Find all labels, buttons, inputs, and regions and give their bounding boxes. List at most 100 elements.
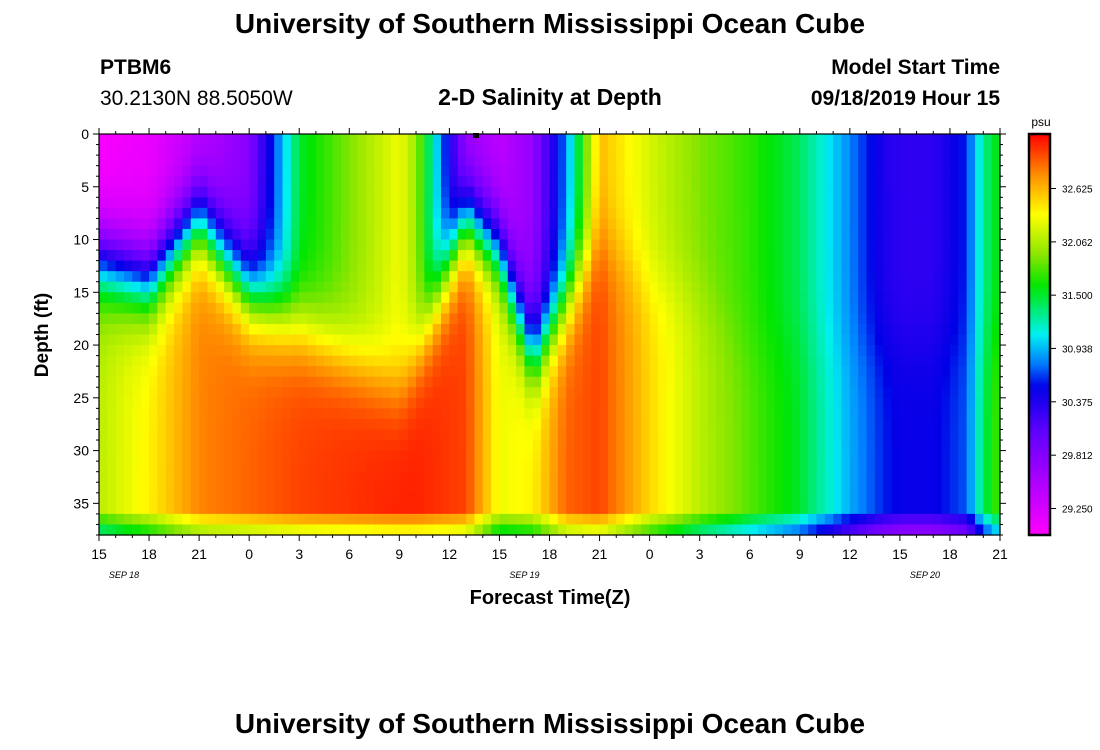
heatmap-cell [941, 323, 951, 336]
heatmap-cell [758, 450, 767, 462]
heatmap-cell [891, 355, 901, 367]
heatmap-cell [766, 323, 776, 336]
heatmap-cell [466, 302, 476, 314]
heatmap-cell [899, 513, 909, 526]
heatmap-cell [991, 366, 1001, 378]
heatmap-cell [691, 218, 701, 230]
heatmap-cell [474, 471, 484, 483]
heatmap-cell [332, 155, 342, 167]
heatmap-cell [491, 345, 501, 357]
heatmap-cell [432, 313, 442, 325]
heatmap-cell [365, 250, 375, 262]
heatmap-cell [624, 155, 634, 167]
heatmap-cell [624, 355, 634, 367]
heatmap-cell [941, 418, 951, 431]
heatmap-cell [265, 429, 275, 441]
heatmap-cell [791, 482, 801, 494]
heatmap-cell [182, 281, 192, 293]
heatmap-cell [933, 366, 943, 378]
heatmap-cell [265, 302, 275, 314]
heatmap-cell [582, 355, 592, 367]
heatmap-cell [349, 281, 359, 293]
heatmap-cell [265, 144, 275, 156]
heatmap-cell [207, 355, 217, 367]
heatmap-cell [124, 429, 133, 441]
heatmap-cell [491, 165, 501, 177]
heatmap-cell [441, 524, 450, 536]
heatmap-cell [791, 302, 801, 314]
heatmap-cell [624, 323, 634, 336]
heatmap-cell [265, 471, 275, 483]
heatmap-cell [582, 155, 592, 167]
heatmap-cell [666, 492, 676, 504]
heatmap-cell [124, 440, 133, 452]
heatmap-cell [624, 144, 634, 156]
heatmap-cell [357, 271, 367, 283]
heatmap-cell [99, 313, 108, 325]
heatmap-cell [257, 165, 267, 177]
heatmap-cell [365, 366, 375, 378]
heatmap-cell [290, 482, 300, 494]
heatmap-cell [307, 292, 317, 304]
heatmap-cell [374, 482, 384, 494]
heatmap-cell [541, 355, 551, 367]
heatmap-cell [182, 323, 192, 336]
heatmap-cell [891, 397, 901, 409]
heatmap-cell [908, 260, 918, 272]
heatmap-cell [516, 492, 526, 504]
heatmap-cell [958, 418, 968, 431]
heatmap-cell [699, 524, 709, 536]
heatmap-cell [574, 207, 584, 220]
heatmap-cell [983, 239, 993, 251]
heatmap-cell [641, 260, 651, 272]
heatmap-cell [674, 397, 684, 409]
heatmap-cell [282, 387, 292, 399]
heatmap-cell [299, 450, 309, 462]
heatmap-cell [265, 260, 275, 272]
heatmap-cell [416, 513, 425, 526]
heatmap-cell [357, 155, 367, 167]
heatmap-cell [824, 323, 834, 336]
heatmap-cell [524, 440, 534, 452]
heatmap-cell [532, 281, 542, 293]
heatmap-cell [265, 418, 275, 431]
heatmap-cell [299, 513, 309, 526]
heatmap-cell [357, 471, 367, 483]
heatmap-cell [774, 513, 784, 526]
heatmap-cell [783, 471, 793, 483]
heatmap-cell [741, 176, 751, 188]
heatmap-cell [416, 418, 425, 431]
heatmap-cell [157, 345, 167, 357]
heatmap-cell [257, 302, 267, 314]
heatmap-cell [582, 144, 592, 156]
heatmap-cell [215, 271, 225, 283]
heatmap-cell [599, 155, 609, 167]
heatmap-cell [958, 482, 968, 494]
heatmap-cell [199, 165, 209, 177]
heatmap-cell [691, 397, 701, 409]
heatmap-cell [599, 313, 609, 325]
heatmap-cell [691, 134, 701, 146]
heatmap-cell [949, 418, 959, 431]
heatmap-cell [582, 186, 592, 198]
heatmap-cell [324, 513, 334, 526]
heatmap-cell [424, 271, 434, 283]
heatmap-cell [340, 440, 350, 452]
heatmap-cell [482, 197, 492, 209]
heatmap-cell [224, 345, 234, 357]
heatmap-cell [240, 302, 250, 314]
heatmap-cell [766, 197, 776, 209]
heatmap-cell [791, 228, 801, 241]
heatmap-cell [674, 503, 684, 515]
heatmap-cell [991, 186, 1001, 198]
heatmap-cell [432, 144, 442, 156]
heatmap-cell [924, 492, 934, 504]
heatmap-cell [357, 440, 367, 452]
heatmap-cell [983, 376, 993, 388]
heatmap-cell [774, 239, 784, 251]
heatmap-cell [849, 323, 859, 336]
heatmap-cell [299, 302, 309, 314]
heatmap-cell [574, 397, 584, 409]
heatmap-cell [908, 397, 918, 409]
heatmap-cell [307, 155, 317, 167]
